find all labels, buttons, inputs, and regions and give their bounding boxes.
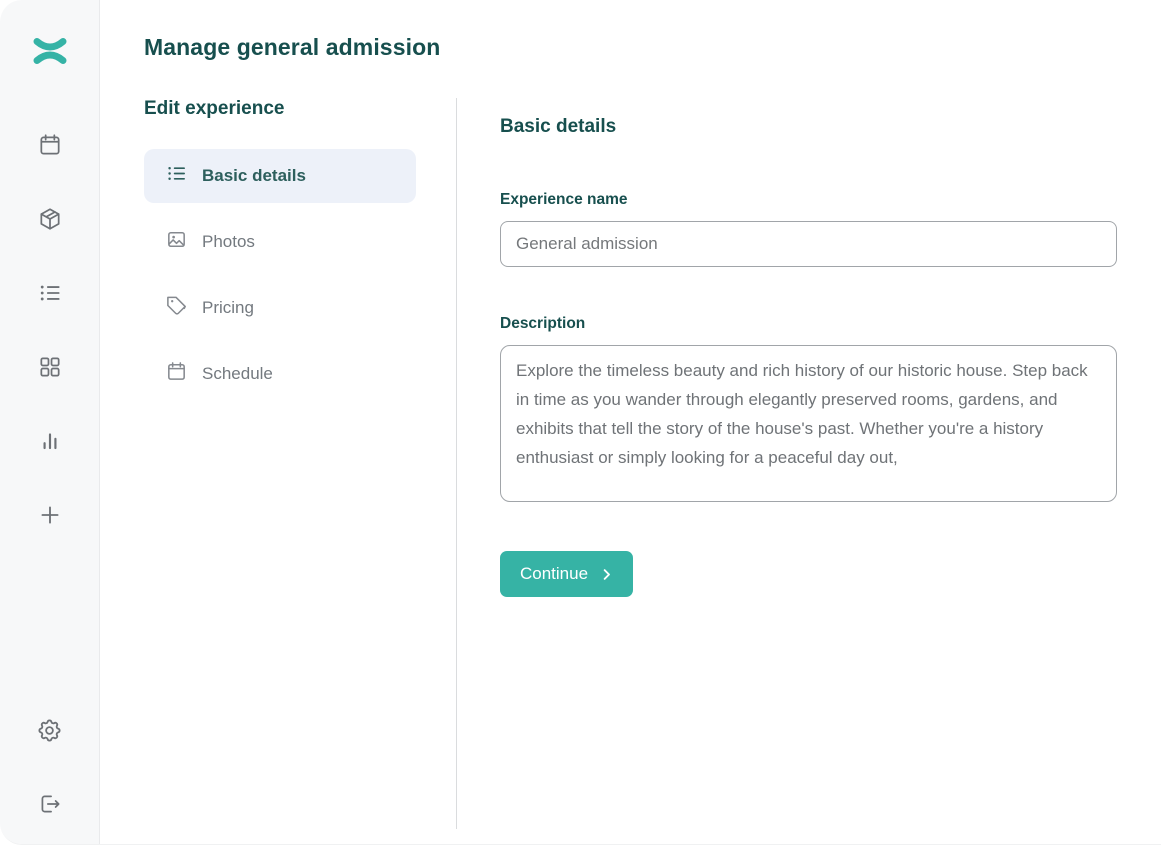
plus-icon[interactable] bbox=[36, 501, 64, 529]
menu-item-label: Basic details bbox=[202, 166, 306, 185]
menu-item-schedule[interactable]: Schedule bbox=[144, 347, 416, 401]
chevron-right-icon bbox=[599, 567, 614, 582]
description-label: Description bbox=[500, 315, 586, 332]
list-icon[interactable] bbox=[36, 279, 64, 307]
edit-experience-panel: Edit experience Basic details bbox=[144, 98, 457, 829]
menu-item-photos[interactable]: Photos bbox=[144, 215, 416, 269]
description-textarea[interactable]: Explore the timeless beauty and rich his… bbox=[500, 345, 1117, 502]
experience-name-label: Experience name bbox=[500, 191, 628, 208]
calendar-icon[interactable] bbox=[36, 131, 64, 159]
menu-item-basic-details[interactable]: Basic details bbox=[144, 149, 416, 203]
settings-gear-icon[interactable] bbox=[36, 716, 64, 744]
menu-item-label: Photos bbox=[202, 232, 255, 251]
continue-button[interactable]: Continue bbox=[500, 551, 634, 597]
experience-name-input[interactable] bbox=[500, 221, 1117, 267]
photo-icon bbox=[165, 228, 188, 256]
basic-details-form: Basic details Experience name Descriptio… bbox=[457, 98, 1161, 844]
sidebar bbox=[0, 0, 100, 844]
sidebar-nav-top bbox=[36, 131, 64, 529]
page-title: Manage general admission bbox=[144, 34, 441, 60]
brand-logo-icon bbox=[33, 38, 66, 64]
edit-experience-heading: Edit experience bbox=[144, 98, 285, 119]
package-icon[interactable] bbox=[36, 205, 64, 233]
edit-experience-menu: Basic details Photos bbox=[144, 149, 456, 401]
main-content: Manage general admission Edit experience… bbox=[100, 0, 1161, 844]
description-field-group: Description Explore the timeless beauty … bbox=[500, 315, 1117, 507]
basic-details-heading: Basic details bbox=[500, 116, 617, 137]
bar-chart-icon[interactable] bbox=[36, 427, 64, 455]
experience-name-field-group: Experience name bbox=[500, 191, 1117, 267]
content-columns: Edit experience Basic details bbox=[144, 98, 1161, 844]
menu-item-label: Schedule bbox=[202, 364, 273, 383]
logout-icon[interactable] bbox=[36, 790, 64, 818]
menu-item-label: Pricing bbox=[202, 298, 254, 317]
menu-item-pricing[interactable]: Pricing bbox=[144, 281, 416, 335]
calendar-icon bbox=[165, 360, 188, 388]
continue-button-label: Continue bbox=[520, 564, 589, 583]
grid-icon[interactable] bbox=[36, 353, 64, 381]
brand-logo[interactable] bbox=[32, 36, 68, 71]
list-details-icon bbox=[165, 162, 188, 190]
sidebar-nav-bottom bbox=[36, 716, 64, 818]
tag-icon bbox=[165, 294, 188, 322]
